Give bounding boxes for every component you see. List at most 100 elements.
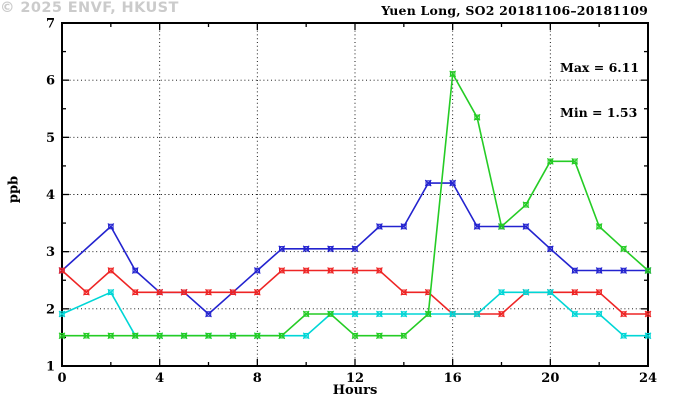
series-red-marker-x (83, 288, 90, 296)
series-green-marker-x (302, 310, 310, 318)
series-green-marker (620, 246, 627, 252)
series-green-marker-x (424, 310, 432, 318)
series-green-marker-x (376, 332, 383, 340)
series-green-marker-x (400, 332, 408, 340)
series-blue-marker (376, 223, 383, 230)
series-blue-marker (303, 246, 309, 252)
series-cyan-marker (449, 311, 456, 317)
series-blue-marker-x (571, 267, 579, 274)
series-blue-marker-x (131, 267, 139, 274)
series-red-marker (132, 289, 139, 296)
series-red-marker (401, 289, 407, 296)
chart-title: Yuen Long, SO2 20181106–20181109 (381, 3, 648, 18)
series-green-marker-x (571, 157, 579, 165)
series-red-marker (205, 289, 212, 296)
series-blue-marker (449, 180, 456, 186)
series-green-marker (156, 332, 163, 339)
series-cyan-marker (401, 311, 407, 317)
series-blue-marker (254, 267, 261, 274)
series-green-marker-x (253, 332, 261, 340)
series-blue-marker-x (351, 245, 359, 253)
series-cyan-marker (474, 311, 480, 317)
max-min-annotation: Max = 6.11 Min = 1.53 (560, 30, 639, 150)
series-blue-marker (596, 267, 602, 274)
series-green-marker-x (205, 332, 212, 340)
series-red-marker (327, 267, 334, 274)
series-blue-marker (108, 223, 114, 230)
series-cyan-marker-x (400, 310, 408, 318)
x-tick-label: 16 (444, 371, 462, 386)
series-red-marker-x (327, 267, 334, 274)
series-red-marker (376, 267, 383, 274)
series-blue-marker-x (107, 223, 115, 230)
series-cyan-marker (108, 289, 114, 296)
series-red-marker-x (229, 288, 237, 296)
series-green-marker-x (107, 332, 115, 340)
series-blue-marker-x (327, 245, 334, 253)
series-red-marker (156, 289, 163, 296)
series-green-marker-x (644, 267, 652, 274)
series-red-marker (59, 267, 65, 274)
series-green-marker (449, 71, 456, 77)
series-cyan-marker (571, 311, 578, 317)
series-red-marker (498, 311, 505, 317)
series-red-marker-x (498, 310, 505, 318)
series-red-marker-x (156, 288, 164, 296)
series-cyan-marker-x (107, 288, 115, 296)
series-red-marker-x (253, 288, 261, 296)
series-cyan-marker-x (644, 332, 652, 340)
series-red-marker-x (571, 288, 579, 296)
min-annotation: Min = 1.53 (560, 105, 638, 120)
series-green-marker-x (327, 310, 334, 318)
series-cyan-marker (596, 311, 602, 317)
series-blue-marker (523, 223, 529, 230)
series-green-marker (108, 332, 114, 339)
x-tick-label: 0 (57, 371, 66, 386)
series-cyan-marker (303, 332, 309, 339)
series-red-marker-x (107, 267, 115, 274)
series-red-line (61, 269, 648, 315)
series-blue-marker-x (278, 245, 286, 253)
y-tick-label: 6 (46, 74, 55, 89)
series-green-marker (376, 332, 383, 339)
series-red-marker-x (205, 288, 212, 296)
series-blue-marker-x (473, 223, 481, 230)
series-red-marker-x (644, 310, 652, 318)
series-blue-marker-x (424, 179, 432, 187)
series-cyan-marker-x (376, 310, 383, 318)
series-green-marker-x (449, 70, 457, 78)
series-green-marker (571, 158, 578, 165)
series-green-marker (327, 311, 334, 317)
x-tick-label: 12 (346, 371, 364, 386)
series-blue-marker-x (449, 179, 457, 187)
series-red-marker-x (351, 267, 359, 274)
series-cyan-marker (523, 289, 529, 296)
series-green-marker-x (546, 157, 554, 165)
series-green-marker (181, 332, 187, 339)
series-cyan-marker-x (522, 288, 530, 296)
series-green-marker-x (351, 332, 359, 340)
series-green-marker-x (156, 332, 164, 340)
series-green-marker-x (180, 332, 188, 340)
series-green-marker-x (58, 332, 66, 340)
series-blue-marker (278, 246, 285, 252)
x-tick-label: 8 (253, 371, 262, 386)
series-green-marker-x (83, 332, 90, 340)
series-cyan-marker-x (473, 310, 481, 318)
series-blue-marker-x (620, 267, 627, 274)
y-tick-label: 1 (46, 360, 55, 375)
series-green-marker-x (278, 332, 286, 340)
series-red-marker (620, 311, 627, 317)
series-blue-marker (571, 267, 578, 274)
y-axis-label: ppb (6, 175, 22, 204)
series-blue-marker (132, 267, 139, 274)
series-cyan-marker-x (58, 310, 66, 318)
series-blue-marker (547, 246, 554, 252)
series-green-marker (645, 267, 651, 274)
series-green-marker (523, 202, 529, 208)
x-tick-label: 24 (639, 371, 657, 386)
series-green-marker (303, 311, 309, 317)
series-blue-marker (620, 267, 627, 274)
series-blue-marker-x (302, 245, 310, 253)
series-cyan-marker-x (302, 332, 310, 340)
